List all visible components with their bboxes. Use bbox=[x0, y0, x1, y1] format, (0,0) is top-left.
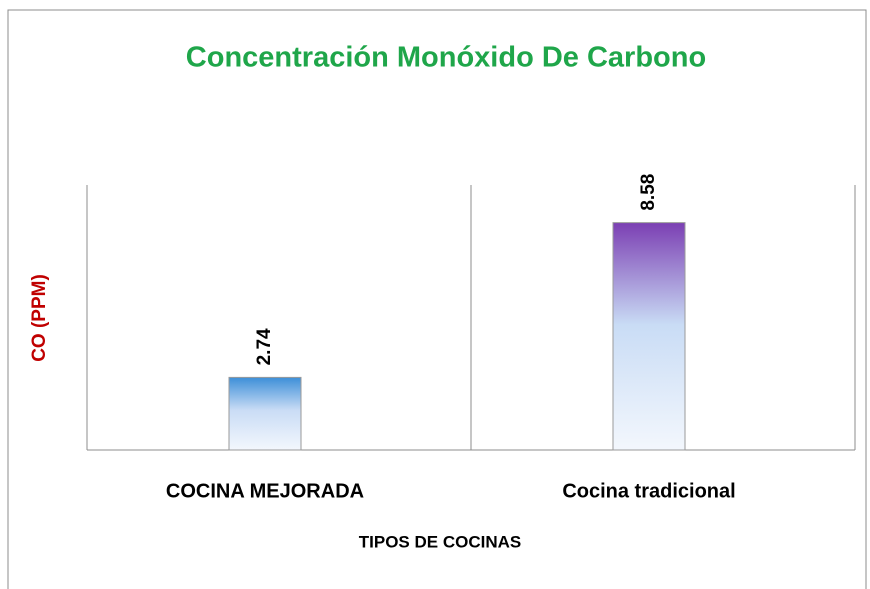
x-tick-label: Cocina tradicional bbox=[562, 480, 735, 502]
x-axis-label: TIPOS DE COCINAS bbox=[359, 532, 521, 551]
chart-title: Concentración Monóxido De Carbono bbox=[186, 42, 706, 74]
bar bbox=[228, 376, 302, 451]
data-label: 2.74 bbox=[254, 328, 275, 365]
x-tick-label: COCINA MEJORADA bbox=[166, 480, 364, 502]
chart-border bbox=[7, 9, 867, 589]
bar bbox=[612, 222, 686, 451]
data-label: 8.58 bbox=[638, 174, 659, 211]
y-axis-label: CO (PPM) bbox=[29, 274, 50, 362]
